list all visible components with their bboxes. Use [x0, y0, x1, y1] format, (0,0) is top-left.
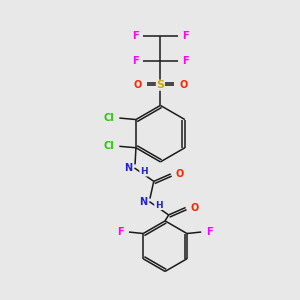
Text: Cl: Cl — [103, 113, 114, 123]
Text: F: F — [182, 56, 189, 66]
Text: Cl: Cl — [103, 141, 114, 151]
Text: H: H — [155, 201, 162, 210]
Text: F: F — [182, 32, 189, 41]
Text: F: F — [206, 227, 213, 237]
Text: H: H — [140, 167, 147, 176]
Text: O: O — [134, 80, 142, 90]
Text: S: S — [156, 80, 164, 90]
Text: F: F — [132, 56, 139, 66]
Text: O: O — [179, 80, 188, 90]
Text: N: N — [124, 163, 132, 173]
Text: F: F — [132, 32, 139, 41]
Text: O: O — [190, 202, 199, 212]
Text: N: N — [139, 196, 147, 207]
Text: F: F — [118, 227, 124, 237]
Text: O: O — [176, 169, 184, 179]
